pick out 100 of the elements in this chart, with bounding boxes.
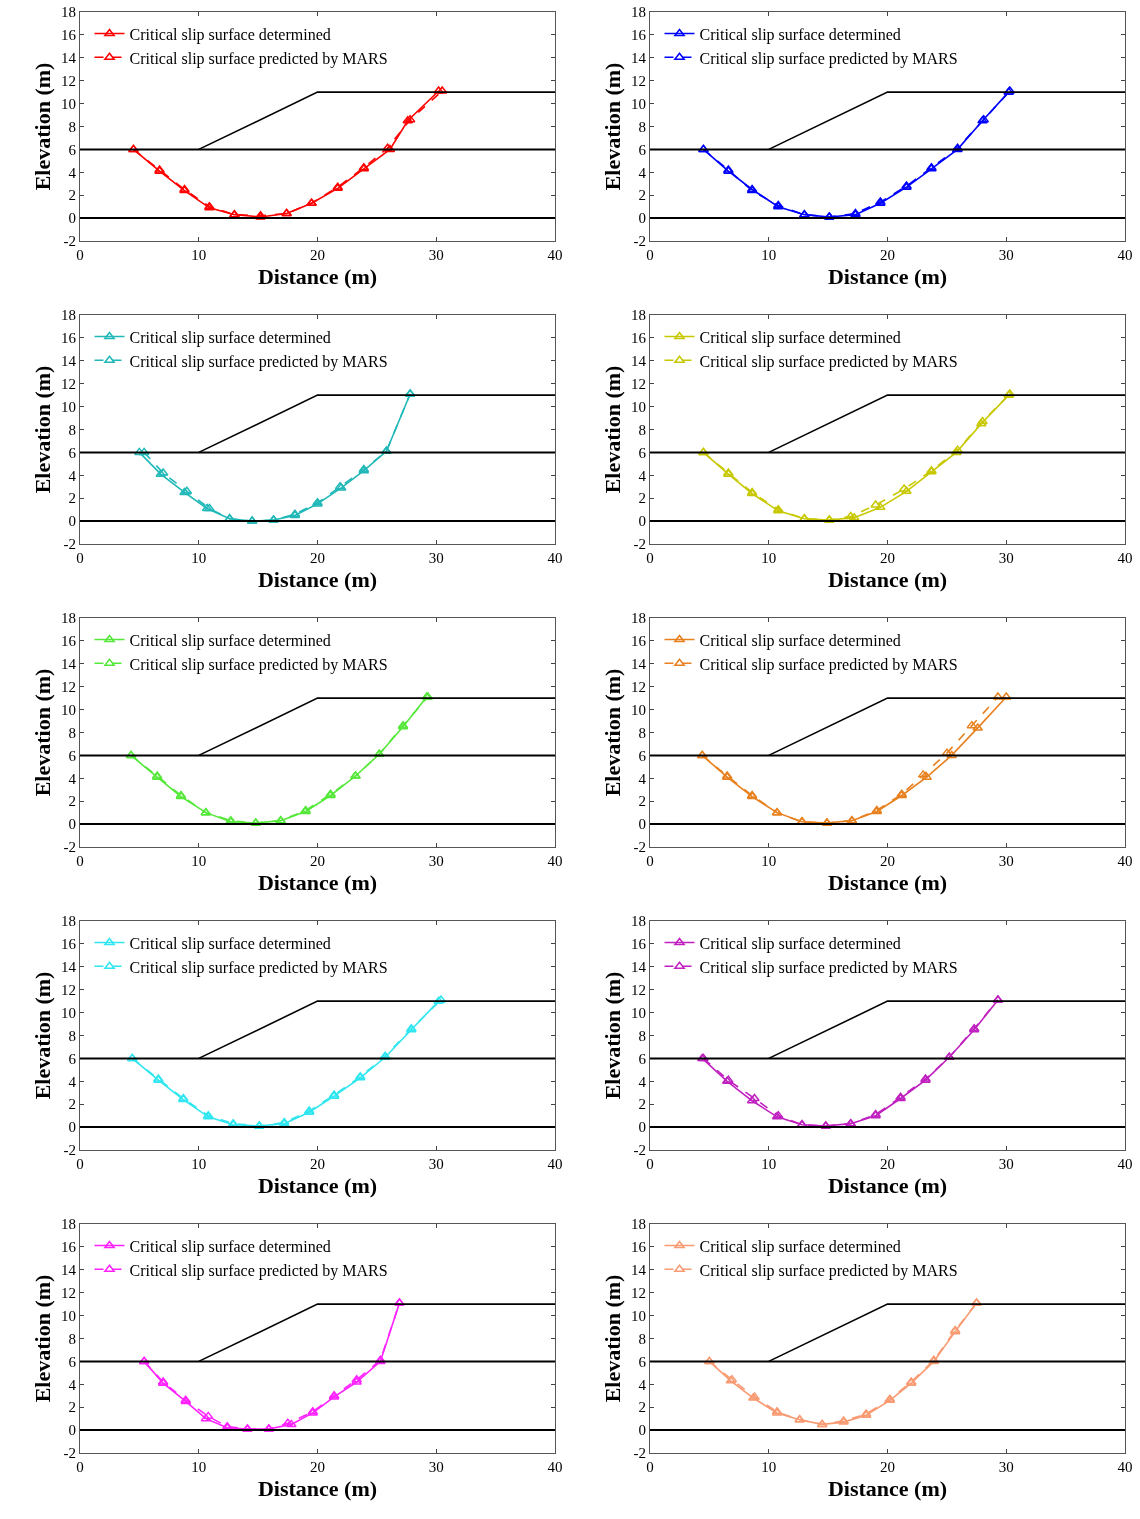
y-axis-title: Elevation (m) (29, 668, 55, 797)
y-tick-label: 8 (68, 724, 76, 741)
y-tick-label: 14 (61, 959, 77, 976)
x-tick-label: 20 (310, 1156, 325, 1172)
y-tick-label: 6 (68, 747, 77, 764)
x-tick-label: 30 (998, 1459, 1014, 1475)
x-tick-label: 40 (547, 247, 563, 263)
y-tick-label: 16 (631, 330, 647, 347)
y-tick-label: 14 (631, 1262, 647, 1279)
x-axis-title: Distance (m) (257, 566, 378, 592)
y-axis-title: Elevation (m) (599, 365, 625, 494)
legend-label: Critical slip surface predicted by MARS (699, 352, 958, 371)
legend-label: Critical slip surface determined (699, 1237, 901, 1256)
y-tick-label: -2 (633, 1445, 646, 1462)
x-tick-label: 10 (191, 853, 207, 869)
x-axis-title: Distance (m) (827, 869, 948, 895)
legend-label: Critical slip surface predicted by MARS (129, 1261, 388, 1280)
y-tick-label: 12 (61, 375, 76, 392)
y-tick-label: 8 (638, 421, 646, 438)
y-tick-label: 4 (638, 1376, 647, 1393)
y-axis-title: Elevation (m) (29, 1274, 55, 1403)
y-tick-label: 14 (61, 353, 77, 370)
y-tick-label: -2 (633, 1142, 646, 1159)
x-tick-label: 40 (1117, 550, 1133, 566)
y-tick-label: 8 (638, 118, 646, 135)
y-tick-label: 18 (61, 1216, 76, 1233)
legend-label: Critical slip surface determined (129, 934, 331, 953)
x-tick-label: 30 (428, 550, 444, 566)
x-axis-title: Distance (m) (827, 566, 948, 592)
y-tick-label: 16 (631, 936, 647, 953)
x-tick-label: 10 (761, 1459, 777, 1475)
y-tick-label: 18 (61, 610, 76, 627)
y-tick-label: 12 (61, 1284, 76, 1301)
x-tick-label: 40 (1117, 853, 1133, 869)
y-tick-label: 12 (631, 981, 646, 998)
y-tick-label: 2 (68, 187, 76, 204)
y-tick-label: 6 (638, 1353, 647, 1370)
y-tick-label: 0 (638, 1422, 646, 1439)
y-tick-label: 16 (61, 330, 77, 347)
y-tick-label: 16 (631, 1239, 647, 1256)
x-tick-label: 20 (310, 853, 325, 869)
legend-label: Critical slip surface predicted by MARS (129, 49, 388, 68)
y-tick-label: -2 (63, 839, 76, 856)
x-tick-label: 10 (761, 550, 777, 566)
y-tick-label: 10 (61, 1307, 76, 1324)
legend-label: Critical slip surface determined (129, 631, 331, 650)
y-tick-label: 18 (631, 307, 646, 324)
x-tick-label: 20 (880, 1459, 895, 1475)
y-tick-label: 0 (638, 1119, 646, 1136)
y-tick-label: 0 (638, 210, 646, 227)
x-axis-title: Distance (m) (827, 263, 948, 289)
x-tick-label: 40 (547, 853, 563, 869)
legend-label: Critical slip surface predicted by MARS (129, 352, 388, 371)
y-tick-label: 14 (631, 959, 647, 976)
y-axis-title: Elevation (m) (599, 668, 625, 797)
y-tick-label: 16 (631, 27, 647, 44)
x-tick-label: 40 (1117, 1156, 1133, 1172)
y-axis-title: Elevation (m) (599, 1274, 625, 1403)
x-tick-label: 40 (547, 1459, 563, 1475)
legend-label: Critical slip surface determined (129, 25, 331, 44)
y-tick-label: 8 (68, 421, 76, 438)
x-tick-label: 30 (428, 1156, 444, 1172)
y-axis-title: Elevation (m) (29, 62, 55, 191)
legend-label: Critical slip surface predicted by MARS (129, 958, 388, 977)
y-tick-label: 18 (631, 1216, 646, 1233)
x-tick-label: 30 (998, 853, 1014, 869)
y-tick-label: 12 (61, 981, 76, 998)
y-tick-label: 4 (68, 770, 77, 787)
x-tick-label: 40 (547, 550, 563, 566)
y-tick-label: 2 (638, 1096, 646, 1113)
x-tick-label: 20 (310, 1459, 325, 1475)
y-tick-label: 2 (638, 490, 646, 507)
legend-label: Critical slip surface determined (699, 328, 901, 347)
y-tick-label: 18 (61, 913, 76, 930)
x-tick-label: 30 (998, 1156, 1014, 1172)
legend-label: Critical slip surface predicted by MARS (699, 655, 958, 674)
x-tick-label: 30 (998, 550, 1014, 566)
y-tick-label: 4 (638, 467, 647, 484)
y-tick-label: 2 (68, 1399, 76, 1416)
legend-label: Critical slip surface predicted by MARS (129, 655, 388, 674)
y-axis-title: Elevation (m) (29, 365, 55, 494)
y-tick-label: 0 (68, 210, 76, 227)
x-tick-label: 20 (880, 247, 895, 263)
x-tick-label: 20 (310, 550, 325, 566)
x-tick-label: 20 (880, 853, 895, 869)
y-tick-label: 10 (61, 95, 76, 112)
y-tick-label: 16 (61, 27, 77, 44)
y-tick-label: 4 (68, 467, 77, 484)
y-tick-label: 8 (638, 1330, 646, 1347)
y-tick-label: 4 (68, 1073, 77, 1090)
y-tick-label: 18 (631, 610, 646, 627)
y-tick-label: 2 (638, 187, 646, 204)
y-tick-label: 6 (638, 1050, 647, 1067)
y-tick-label: 8 (68, 118, 76, 135)
legend-label: Critical slip surface determined (129, 328, 331, 347)
y-tick-label: 0 (638, 513, 646, 530)
y-tick-label: 6 (68, 444, 77, 461)
x-tick-label: 40 (547, 1156, 563, 1172)
y-tick-label: 4 (638, 1073, 647, 1090)
y-tick-label: 14 (631, 353, 647, 370)
